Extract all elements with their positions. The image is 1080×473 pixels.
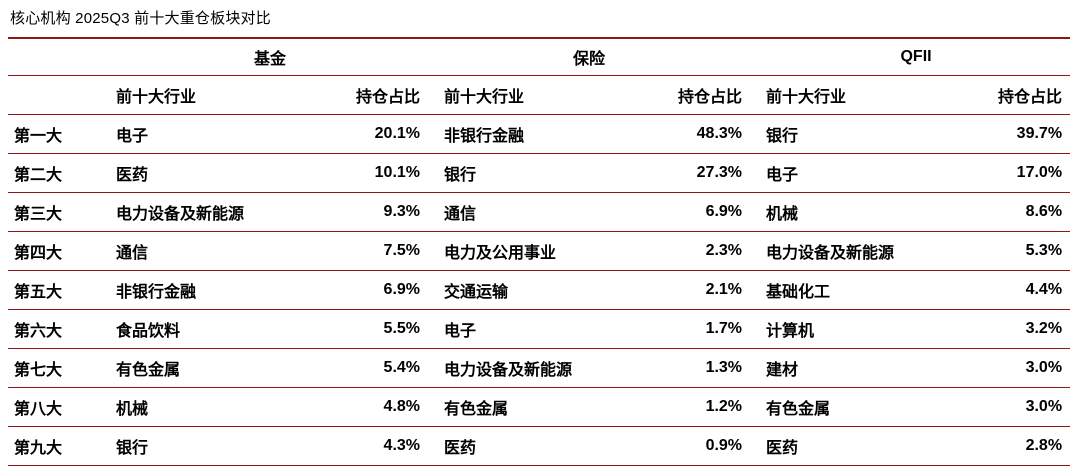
insurance-industry-cell: 通信: [428, 192, 651, 232]
fund-weight-cell: 4.3%: [316, 426, 429, 466]
insurance-weight-cell: 27.3%: [650, 153, 751, 193]
insurance-industry-cell: 电力及公用事业: [428, 231, 651, 271]
fund-weight-cell: 4.3%: [316, 465, 429, 473]
insurance-industry-cell: 电力设备及新能源: [428, 348, 651, 388]
qfii-industry-cell: 电力设备及新能源: [750, 231, 953, 271]
qfii-weight-cell: 3.0%: [952, 348, 1071, 388]
rank-cell: 第五大: [8, 270, 108, 310]
qfii-industry-header: 前十大行业: [750, 75, 953, 115]
qfii-industry-cell: 机械: [750, 192, 953, 232]
table-row: 第十大计算机4.3%汽车0.9%汽车2.2%: [8, 465, 1071, 473]
insurance-weight-header: 持仓占比: [650, 75, 751, 115]
insurance-industry-cell: 非银行金融: [428, 114, 651, 154]
fund-weight-cell: 7.5%: [316, 231, 429, 271]
insurance-industry-header: 前十大行业: [428, 75, 651, 115]
table-row: 第九大 银行 4.3% 医药 0.9% 医药 2.8%: [8, 426, 1071, 466]
qfii-weight-cell: 4.4%: [952, 270, 1071, 310]
insurance-weight-cell: 2.1%: [650, 270, 751, 310]
qfii-weight-cell: 2.2%: [952, 465, 1071, 473]
rank-cell: 第九大: [8, 426, 108, 466]
insurance-industry-cell: 有色金属: [428, 387, 651, 427]
qfii-industry-cell: 汽车: [750, 465, 953, 473]
insurance-industry-cell: 交通运输: [428, 270, 651, 310]
table-row: 第二大 医药 10.1% 银行 27.3% 电子 17.0%: [8, 153, 1071, 193]
rank-cell: 第七大: [8, 348, 108, 388]
qfii-weight-cell: 2.8%: [952, 426, 1071, 466]
fund-weight-cell: 4.8%: [316, 387, 429, 427]
insurance-weight-cell: 1.2%: [650, 387, 751, 427]
column-header-row: 前十大行业 持仓占比 前十大行业 持仓占比 前十大行业 持仓占比: [8, 75, 1071, 115]
fund-industry-cell: 非银行金融: [108, 270, 316, 310]
qfii-industry-cell: 建材: [750, 348, 953, 388]
insurance-weight-cell: 48.3%: [650, 114, 751, 154]
fund-industry-cell: 食品饮料: [108, 309, 316, 349]
table-row: 第一大 电子 20.1% 非银行金融 48.3% 银行 39.7%: [8, 114, 1071, 154]
empty-corner-cell: [8, 37, 108, 76]
insurance-industry-cell: 银行: [428, 153, 651, 193]
table-row: 第三大 电力设备及新能源 9.3% 通信 6.9% 机械 8.6%: [8, 192, 1071, 232]
qfii-industry-cell: 医药: [750, 426, 953, 466]
fund-weight-cell: 20.1%: [316, 114, 429, 154]
table-row: 第六大 食品饮料 5.5% 电子 1.7% 计算机 3.2%: [8, 309, 1071, 349]
rank-cell: 第四大: [8, 231, 108, 271]
insurance-weight-cell: 0.9%: [650, 426, 751, 466]
table-row: 第五大 非银行金融 6.9% 交通运输 2.1% 基础化工 4.4%: [8, 270, 1071, 310]
fund-industry-cell: 通信: [108, 231, 316, 271]
qfii-industry-cell: 银行: [750, 114, 953, 154]
qfii-weight-cell: 17.0%: [952, 153, 1071, 193]
insurance-industry-cell: 汽车: [428, 465, 651, 473]
fund-weight-cell: 10.1%: [316, 153, 429, 193]
fund-industry-cell: 电力设备及新能源: [108, 192, 316, 232]
fund-industry-header: 前十大行业: [108, 75, 316, 115]
insurance-weight-cell: 2.3%: [650, 231, 751, 271]
insurance-industry-cell: 医药: [428, 426, 651, 466]
table-row: 第八大 机械 4.8% 有色金属 1.2% 有色金属 3.0%: [8, 387, 1071, 427]
group-header-row: 基金 保险 QFII: [8, 37, 1071, 76]
fund-weight-header: 持仓占比: [316, 75, 429, 115]
qfii-weight-header: 持仓占比: [952, 75, 1071, 115]
group-header-insurance: 保险: [428, 37, 751, 76]
fund-industry-cell: 计算机: [108, 465, 316, 473]
qfii-weight-cell: 5.3%: [952, 231, 1071, 271]
fund-industry-cell: 有色金属: [108, 348, 316, 388]
insurance-weight-cell: 0.9%: [650, 465, 751, 473]
qfii-weight-cell: 39.7%: [952, 114, 1071, 154]
qfii-industry-cell: 电子: [750, 153, 953, 193]
insurance-industry-cell: 电子: [428, 309, 651, 349]
rank-cell: 第二大: [8, 153, 108, 193]
fund-weight-cell: 9.3%: [316, 192, 429, 232]
group-header-qfii: QFII: [750, 37, 1071, 76]
qfii-weight-cell: 3.2%: [952, 309, 1071, 349]
qfii-weight-cell: 3.0%: [952, 387, 1071, 427]
rank-cell: 第八大: [8, 387, 108, 427]
insurance-weight-cell: 6.9%: [650, 192, 751, 232]
qfii-industry-cell: 计算机: [750, 309, 953, 349]
rank-cell: 第三大: [8, 192, 108, 232]
insurance-weight-cell: 1.3%: [650, 348, 751, 388]
fund-weight-cell: 5.5%: [316, 309, 429, 349]
fund-industry-cell: 电子: [108, 114, 316, 154]
fund-industry-cell: 银行: [108, 426, 316, 466]
fund-industry-cell: 医药: [108, 153, 316, 193]
holdings-comparison-table: 基金 保险 QFII 前十大行业 持仓占比 前十大行业 持仓占比 前十大行业 持…: [8, 37, 1071, 473]
qfii-industry-cell: 基础化工: [750, 270, 953, 310]
rank-cell: 第一大: [8, 114, 108, 154]
qfii-weight-cell: 8.6%: [952, 192, 1071, 232]
fund-weight-cell: 5.4%: [316, 348, 429, 388]
qfii-industry-cell: 有色金属: [750, 387, 953, 427]
rank-cell: 第十大: [8, 465, 108, 473]
insurance-weight-cell: 1.7%: [650, 309, 751, 349]
table-row: 第四大 通信 7.5% 电力及公用事业 2.3% 电力设备及新能源 5.3%: [8, 231, 1071, 271]
table-row: 第七大 有色金属 5.4% 电力设备及新能源 1.3% 建材 3.0%: [8, 348, 1071, 388]
table-body: 第一大 电子 20.1% 非银行金融 48.3% 银行 39.7% 第二大 医药 10.1% 银行 2…: [8, 114, 1071, 473]
fund-industry-cell: 机械: [108, 387, 316, 427]
figure-title: 核心机构 2025Q3 前十大重仓板块对比: [10, 10, 271, 27]
rank-cell: 第六大: [8, 309, 108, 349]
rank-header-cell: [8, 75, 108, 115]
fund-weight-cell: 6.9%: [316, 270, 429, 310]
group-header-fund: 基金: [108, 37, 429, 76]
